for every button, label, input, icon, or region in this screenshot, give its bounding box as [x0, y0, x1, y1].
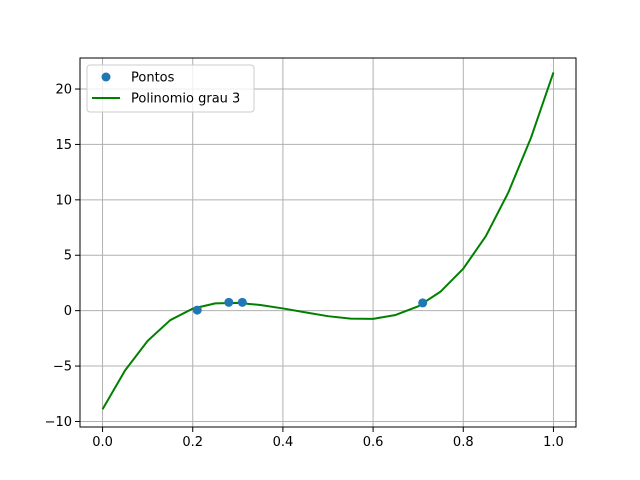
- series-line-polinomio: [101, 72, 555, 410]
- x-tick-label: 0.6: [363, 435, 384, 450]
- data-point: [418, 298, 428, 308]
- y-tick-label: −10: [45, 415, 72, 430]
- axis-ticks: 0.0 0.2 0.4 0.6 0.8 1.0 −10 −5 0 5 10 15 20: [45, 83, 564, 450]
- x-tick-label: 0.4: [273, 435, 294, 450]
- legend-label-pontos: Pontos: [131, 71, 175, 86]
- x-tick-label: 1.0: [543, 435, 564, 450]
- data-point: [192, 305, 202, 315]
- data-point: [237, 297, 247, 307]
- y-tick-label: 0: [64, 304, 72, 319]
- y-tick-label: 15: [55, 138, 72, 153]
- x-tick-label: 0.0: [92, 435, 113, 450]
- y-tick-label: 10: [55, 193, 72, 208]
- y-tick-label: 5: [64, 249, 72, 264]
- legend-box: [86, 64, 255, 113]
- axes-frame: [79, 57, 577, 428]
- legend-marker-pontos: [101, 72, 111, 82]
- x-tick-label: 0.8: [453, 435, 474, 450]
- x-tick-label: 0.2: [182, 435, 203, 450]
- data-point: [224, 297, 234, 307]
- legend: Pontos Polinomio grau 3: [86, 64, 255, 113]
- y-tick-label: 20: [55, 83, 72, 98]
- plot-series: [101, 72, 555, 410]
- grid: [80, 58, 576, 427]
- y-tick-label: −5: [53, 360, 72, 375]
- legend-label-polinomio: Polinomio grau 3: [131, 92, 240, 107]
